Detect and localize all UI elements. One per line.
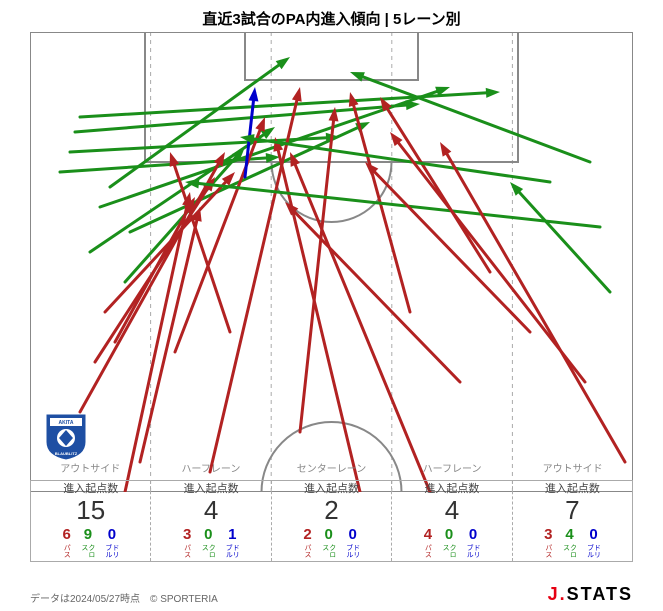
- stat-title: 進入起点数: [304, 480, 359, 496]
- stat-cell: 進入起点数 4 4 パス 0 クロス 0 ドリブル: [392, 481, 512, 561]
- chart-container: 直近3試合のPA内進入傾向 | 5レーン別 AKITA BLAUBLITZ アウ…: [0, 0, 663, 611]
- stat-cross: 9 クロス: [81, 527, 95, 562]
- stat-total: 7: [565, 496, 579, 525]
- stat-cross: 0 クロス: [442, 527, 456, 562]
- lane-label: アウトサイド: [30, 460, 151, 480]
- chart-title: 直近3試合のPA内進入傾向 | 5レーン別: [0, 0, 663, 29]
- stat-cell: 進入起点数 7 3 パス 4 クロス 0 ドリブル: [513, 481, 632, 561]
- stat-pass: 2 パス: [303, 527, 311, 562]
- brand-j: J: [548, 584, 560, 604]
- stat-title: 進入起点数: [63, 480, 118, 496]
- team-logo: AKITA BLAUBLITZ: [44, 412, 88, 462]
- lane-label: センターレーン: [271, 460, 392, 480]
- stat-breakdown: 4 パス 0 クロス 0 ドリブル: [424, 527, 480, 562]
- stats-row: 進入起点数 15 6 パス 9 クロス 0 ドリブル 進入起点数 4: [30, 480, 633, 562]
- lane-label: アウトサイド: [512, 460, 633, 480]
- stat-dribble: 0 ドリブル: [587, 527, 601, 562]
- stat-breakdown: 2 パス 0 クロス 0 ドリブル: [303, 527, 359, 562]
- stat-total: 2: [324, 496, 338, 525]
- stat-dribble: 0 ドリブル: [105, 527, 119, 562]
- stat-title: 進入起点数: [424, 480, 479, 496]
- footer: データは2024/05/27時点 © SPORTERIA J.STATS: [30, 584, 633, 605]
- footer-brand: J.STATS: [548, 584, 633, 605]
- stat-breakdown: 3 パス 4 クロス 0 ドリブル: [544, 527, 600, 562]
- stat-total: 4: [204, 496, 218, 525]
- stat-pass: 6 パス: [63, 527, 71, 562]
- svg-text:AKITA: AKITA: [59, 420, 74, 426]
- footer-note: データは2024/05/27時点 © SPORTERIA: [30, 590, 218, 605]
- stat-breakdown: 6 パス 9 クロス 0 ドリブル: [63, 527, 119, 562]
- stat-pass: 3 パス: [183, 527, 191, 562]
- stat-dribble: 0 ドリブル: [346, 527, 360, 562]
- stat-title: 進入起点数: [545, 480, 600, 496]
- stat-cell: 進入起点数 4 3 パス 0 クロス 1 ドリブル: [151, 481, 271, 561]
- stat-total: 4: [445, 496, 459, 525]
- pitch-svg: [30, 32, 633, 492]
- lane-label: ハーフレーン: [392, 460, 513, 480]
- stat-cell: 進入起点数 2 2 パス 0 クロス 0 ドリブル: [272, 481, 392, 561]
- stat-pass: 4 パス: [424, 527, 432, 562]
- pitch-area: [30, 32, 633, 492]
- stat-dribble: 0 ドリブル: [466, 527, 480, 562]
- stat-cell: 進入起点数 15 6 パス 9 クロス 0 ドリブル: [31, 481, 151, 561]
- stat-cross: 0 クロス: [322, 527, 336, 562]
- stat-title: 進入起点数: [184, 480, 239, 496]
- lane-labels-row: アウトサイドハーフレーンセンターレーンハーフレーンアウトサイド: [30, 460, 633, 480]
- brand-stats: STATS: [567, 584, 633, 604]
- team-logo-svg: AKITA BLAUBLITZ: [44, 412, 88, 462]
- stat-pass: 3 パス: [544, 527, 552, 562]
- stat-breakdown: 3 パス 0 クロス 1 ドリブル: [183, 527, 239, 562]
- svg-text:BLAUBLITZ: BLAUBLITZ: [55, 451, 78, 456]
- brand-dot: .: [560, 584, 567, 604]
- stat-dribble: 1 ドリブル: [225, 527, 239, 562]
- stat-cross: 4 クロス: [563, 527, 577, 562]
- stat-cross: 0 クロス: [201, 527, 215, 562]
- stat-total: 15: [76, 496, 105, 525]
- lane-label: ハーフレーン: [151, 460, 272, 480]
